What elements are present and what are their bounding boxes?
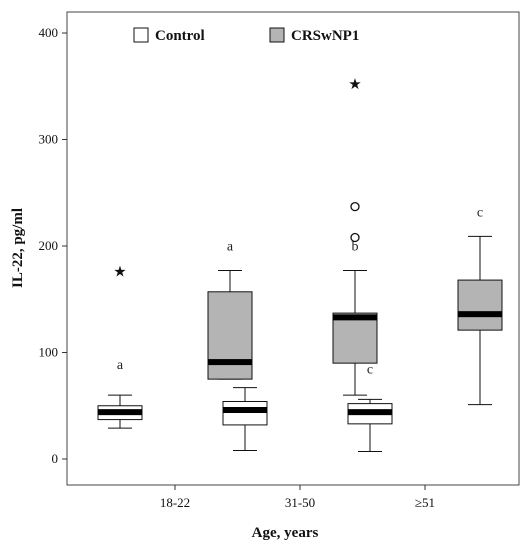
box-iqr <box>457 279 503 331</box>
x-axis: 18-22 31-50 ≥51 <box>160 485 435 510</box>
extreme-point: ★ <box>113 263 126 281</box>
y-tick-label: 100 <box>39 345 59 360</box>
x-axis-title: Age, years <box>252 525 319 541</box>
y-tick-label: 200 <box>39 238 59 253</box>
legend: Control CRSwNP1 <box>133 27 359 44</box>
box-iqr <box>222 400 268 426</box>
significance-letter: c <box>477 205 483 220</box>
extreme-point: ★ <box>348 75 361 93</box>
legend-label-crswnp1: CRSwNP1 <box>291 28 359 44</box>
box-median <box>333 314 377 321</box>
y-tick-label: 400 <box>39 25 59 40</box>
box-crswnp1-1: ★b <box>332 75 378 396</box>
box-median <box>98 409 142 416</box>
significance-letter: c <box>367 362 373 377</box>
box-iqr <box>207 291 253 380</box>
box-iqr <box>332 312 378 364</box>
y-axis: 0 100 200 300 400 <box>39 25 67 466</box>
y-axis-title: IL-22, pg/ml <box>10 208 26 288</box>
box-median <box>208 359 252 366</box>
legend-swatch-crswnp1 <box>269 27 285 43</box>
box-crswnp1-2: c <box>457 205 503 406</box>
box-crswnp1-0: a <box>207 239 253 380</box>
significance-letter: b <box>352 239 359 254</box>
y-tick-label: 300 <box>39 132 59 147</box>
outlier-point <box>350 201 360 212</box>
box-control-0: ★a <box>97 263 143 429</box>
x-tick-label: ≥51 <box>415 495 435 510</box>
box-median <box>458 311 502 318</box>
y-tick-label: 0 <box>52 451 59 466</box>
legend-swatch-control <box>133 27 149 43</box>
legend-label-control: Control <box>155 28 205 44</box>
outlier-point <box>350 232 360 243</box>
significance-letter: a <box>227 239 234 254</box>
box-median <box>223 407 267 414</box>
box-median <box>348 409 392 416</box>
significance-letter: a <box>117 358 124 373</box>
x-tick-label: 18-22 <box>160 495 190 510</box>
x-tick-label: 31-50 <box>285 495 315 510</box>
box-groups: ★ab★ca★bc <box>97 75 503 453</box>
